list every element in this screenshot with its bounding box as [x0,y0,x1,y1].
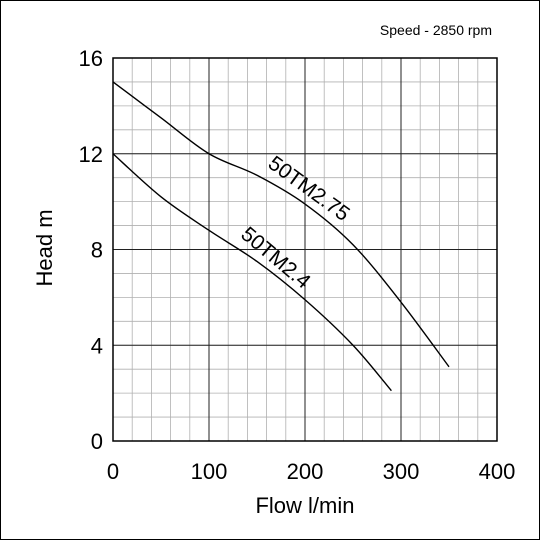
series-line [112,153,392,392]
x-tick-label: 100 [191,459,228,484]
y-axis-title: Head m [32,209,57,286]
series-label: 50TM2.75 [264,152,354,226]
x-axis-title: Flow l/min [255,493,354,518]
x-tick-label: 0 [107,459,119,484]
y-tick-label: 4 [91,333,103,358]
x-tick-label: 400 [479,459,516,484]
x-tick-label: 200 [287,459,324,484]
y-tick-label: 12 [79,142,103,167]
series-line [112,81,450,368]
y-tick-label: 0 [91,429,103,454]
tick-labels: 0 100 200 300 400 0 4 8 12 16 [79,46,516,484]
series-curves [112,81,450,392]
speed-annotation: Speed - 2850 rpm [380,22,492,38]
y-tick-label: 16 [79,46,103,71]
series-label: 50TM2.4 [236,223,315,294]
y-tick-label: 8 [91,238,103,263]
x-tick-label: 300 [383,459,420,484]
plot-area-border [112,57,498,442]
